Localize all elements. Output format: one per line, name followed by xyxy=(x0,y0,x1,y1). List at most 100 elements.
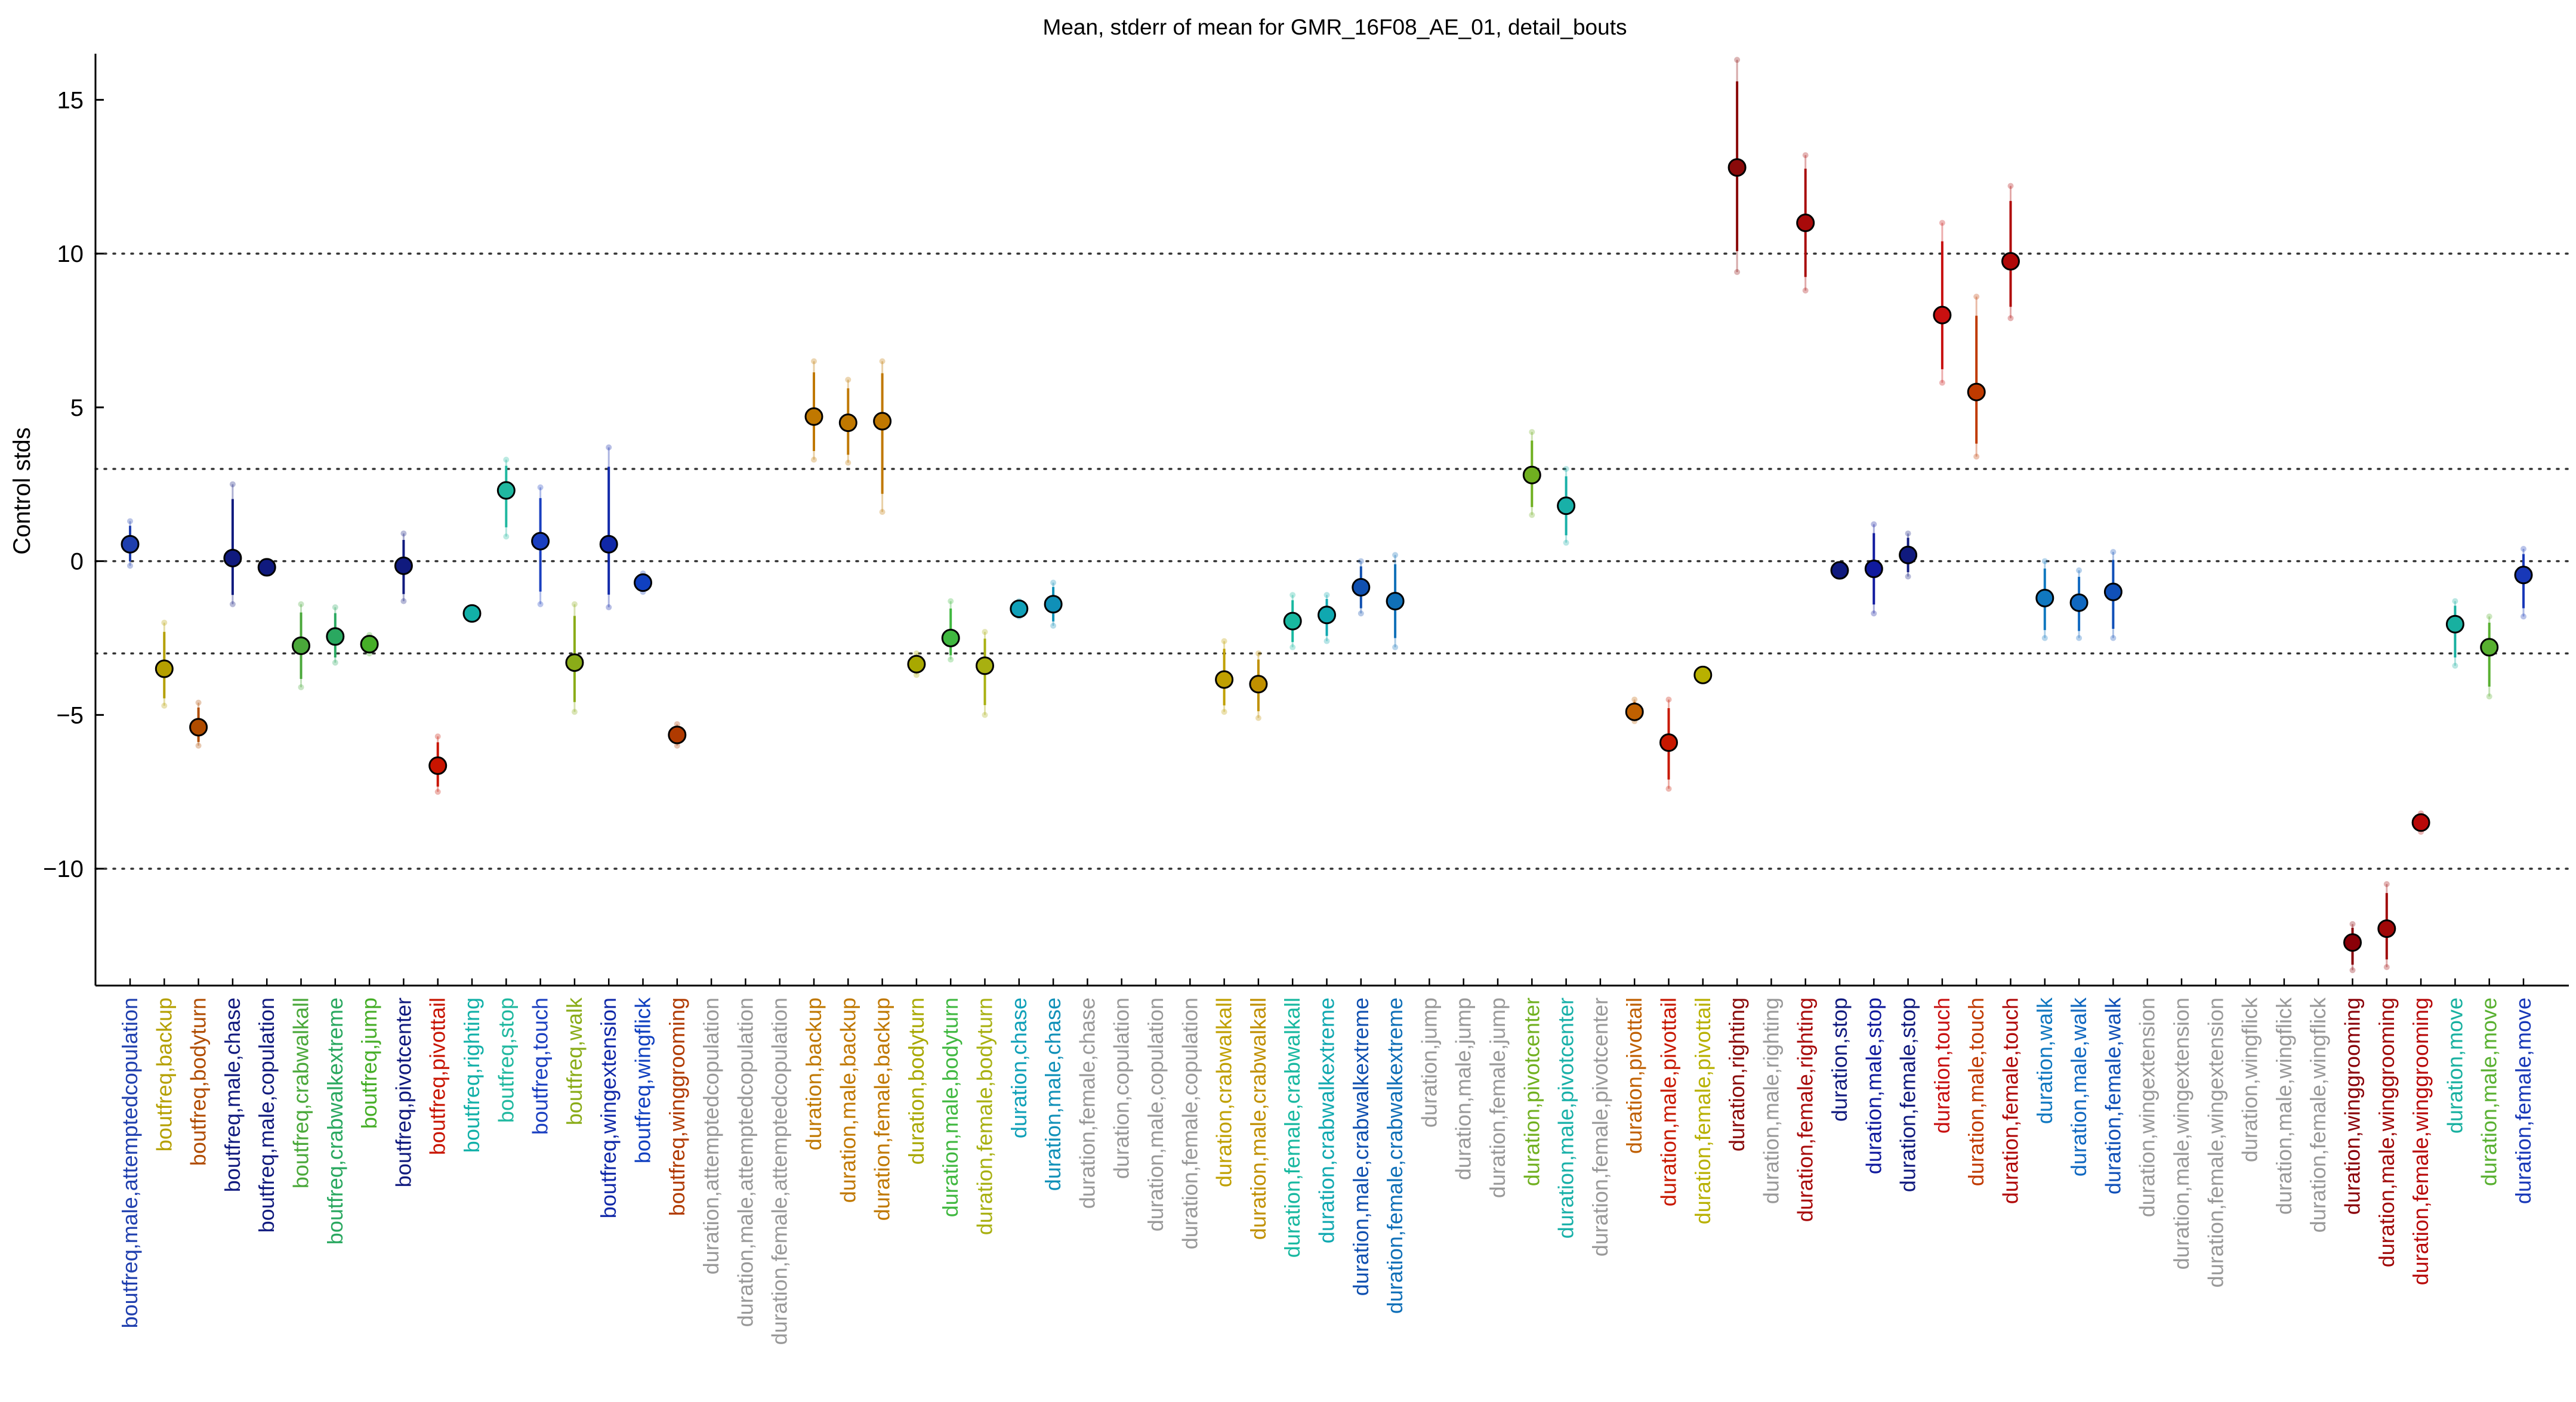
error-cap-top xyxy=(1871,521,1877,527)
error-cap-top xyxy=(879,358,886,365)
x-tick-label: duration,touch xyxy=(1930,998,1954,1134)
y-tick-label: −5 xyxy=(56,702,84,728)
x-tick-label: duration,male,backup xyxy=(835,998,860,1203)
error-cap-bottom xyxy=(400,598,407,604)
error-cap-top xyxy=(400,530,407,537)
data-point-group xyxy=(2377,881,2396,971)
x-tick-label: duration,female,touch xyxy=(1998,998,2023,1204)
error-cap-bottom xyxy=(537,601,544,607)
x-tick-label: duration,male,chase xyxy=(1041,998,1065,1191)
mean-point xyxy=(1557,496,1576,515)
data-point-group xyxy=(1693,665,1713,684)
error-cap-top xyxy=(1665,696,1672,703)
error-cap-top xyxy=(948,598,954,604)
error-cap-top xyxy=(161,619,168,626)
error-cap-top xyxy=(2110,549,2117,555)
mean-point xyxy=(155,659,174,678)
error-cap-bottom xyxy=(571,709,578,715)
x-tick-label: duration,crabwalkextreme xyxy=(1315,998,1339,1243)
error-cap-bottom xyxy=(2383,964,2390,971)
mean-point xyxy=(360,635,379,654)
data-point-group xyxy=(804,358,823,463)
error-cap-top xyxy=(1973,294,1980,300)
data-point-group xyxy=(1044,579,1063,629)
mean-point xyxy=(292,636,310,655)
x-tick-label: duration,winggrooming xyxy=(2340,998,2365,1215)
data-point-group xyxy=(2001,183,2020,322)
mean-point xyxy=(1933,305,1952,325)
error-cap-bottom xyxy=(1324,638,1330,644)
error-cap-bottom xyxy=(127,563,133,569)
mean-point xyxy=(2001,252,2020,271)
data-point-group xyxy=(2343,921,2362,974)
mean-point xyxy=(257,558,276,577)
error-cap-bottom xyxy=(1563,539,1569,546)
error-cap-top xyxy=(2349,921,2356,927)
x-tick-label: boutfreq,male,copulation xyxy=(254,998,279,1233)
x-tick-label: duration,female,winggrooming xyxy=(2408,998,2433,1285)
data-marks xyxy=(121,57,2533,974)
data-point-group xyxy=(223,481,242,607)
x-tick-label: duration,male,copulation xyxy=(1143,998,1168,1231)
error-cap-top xyxy=(913,650,920,657)
axes xyxy=(94,54,2569,987)
error-cap-top xyxy=(1255,650,1261,657)
mean-point xyxy=(634,573,652,592)
x-tick-label: duration,male,wingflick xyxy=(2272,997,2296,1215)
mean-point xyxy=(2343,933,2362,952)
error-cap-top xyxy=(1221,638,1227,644)
x-tick-label: duration,male,winggrooming xyxy=(2374,998,2399,1267)
error-cap-top xyxy=(2486,613,2492,620)
data-point-group xyxy=(1318,592,1336,644)
x-tick-label: boutfreq,jump xyxy=(357,998,381,1129)
data-point-group xyxy=(1522,429,1541,518)
error-cap-bottom xyxy=(1665,786,1672,792)
data-point-group xyxy=(1864,521,1883,617)
x-tick-label: duration,female,backup xyxy=(870,998,894,1221)
mean-point xyxy=(1659,733,1678,752)
x-tick-label: duration,female,attemptedcopulation xyxy=(767,998,792,1345)
x-tick-label: duration,pivotcenter xyxy=(1519,998,1544,1186)
mean-point xyxy=(668,725,687,745)
x-tick-label: duration,female,bodyturn xyxy=(973,998,997,1235)
x-tick-label: duration,female,stop xyxy=(1896,998,1920,1192)
x-tick-label: duration,pivottail xyxy=(1622,998,1646,1154)
x-tick-label: duration,righting xyxy=(1724,998,1749,1151)
data-point-group xyxy=(1215,638,1234,715)
error-cap-top xyxy=(1050,579,1057,586)
data-point-group xyxy=(2069,567,2088,641)
data-point-group xyxy=(496,456,516,540)
data-point-group xyxy=(941,598,960,663)
error-cap-bottom xyxy=(2521,613,2526,620)
mean-point xyxy=(223,548,242,567)
error-cap-bottom xyxy=(1358,610,1364,617)
error-cap-bottom xyxy=(1392,644,1399,650)
mean-point xyxy=(2480,638,2499,657)
mean-point xyxy=(326,627,345,646)
error-cap-bottom xyxy=(161,702,168,709)
mean-point xyxy=(1249,675,1268,694)
error-cap-top xyxy=(503,456,510,463)
error-cap-bottom xyxy=(811,456,817,463)
y-axis-label: Control stds xyxy=(9,427,35,554)
mean-point xyxy=(531,532,550,551)
x-tick-label: duration,attemptedcopulation xyxy=(699,998,723,1274)
x-tick-label: duration,male,bodyturn xyxy=(938,998,962,1217)
error-cap-bottom xyxy=(2076,635,2083,641)
x-tick-label: boutfreq,stop xyxy=(493,998,518,1123)
error-cap-top xyxy=(2076,567,2083,574)
error-cap-top xyxy=(811,358,817,365)
mean-point xyxy=(496,481,516,500)
mean-point xyxy=(2445,614,2464,634)
mean-point xyxy=(189,718,208,737)
x-axis-tick-labels: boutfreq,male,attemptedcopulation boutfre… xyxy=(118,978,2535,1345)
error-cap-top xyxy=(1529,429,1535,436)
error-cap-bottom xyxy=(879,509,886,515)
mean-point xyxy=(2411,813,2430,832)
error-cap-top xyxy=(606,444,612,450)
error-cap-bottom xyxy=(674,742,680,749)
x-tick-label: duration,female,jump xyxy=(1485,998,1510,1198)
data-point-group xyxy=(1010,598,1029,620)
error-cap-bottom xyxy=(1289,644,1296,650)
x-tick-label: duration,female,pivottail xyxy=(1690,998,1715,1224)
